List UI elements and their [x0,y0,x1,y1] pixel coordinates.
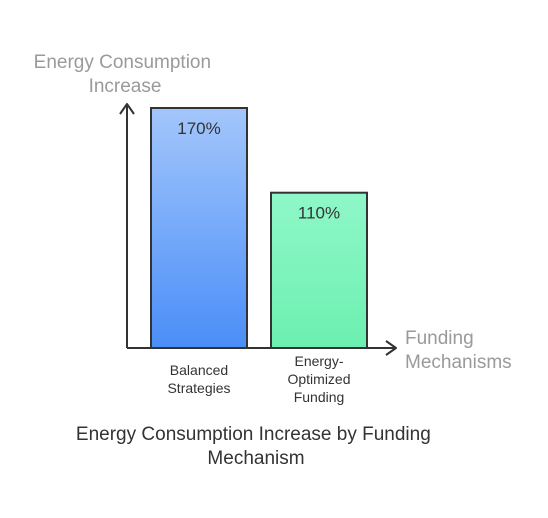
bars-group: 170% 110% [150,107,368,349]
x-axis-title-line: Mechanisms [405,352,512,373]
y-axis-title-line: Increase [89,76,162,97]
category-label: Energy- Optimized Funding [287,353,350,405]
x-axis-title: Funding Mechanisms [405,328,512,373]
chart-title-line: Mechanism [207,448,304,469]
chart-title-line: Energy Consumption Increase by Funding [76,424,431,445]
category-label-line: Balanced [170,362,228,378]
category-label-line: Energy- [294,353,343,369]
bar [150,107,248,349]
x-axis-arrow [385,340,397,356]
chart-title: Energy Consumption Increase by Funding M… [76,424,436,469]
category-labels: Balanced Strategies Energy- Optimized Fundin… [167,353,350,405]
bar-value-label: 170% [177,119,220,138]
category-label-line: Optimized [287,371,350,387]
bar-value-label: 110% [298,204,340,223]
y-axis-arrow [119,103,135,115]
bar [270,191,368,349]
x-axis-title-line: Funding [405,328,474,349]
category-label-line: Funding [294,389,345,405]
category-label-line: Strategies [167,380,230,396]
category-label: Balanced Strategies [167,362,230,396]
y-axis-title: Energy Consumption Increase [34,52,217,97]
y-axis-title-line: Energy Consumption [34,52,211,73]
